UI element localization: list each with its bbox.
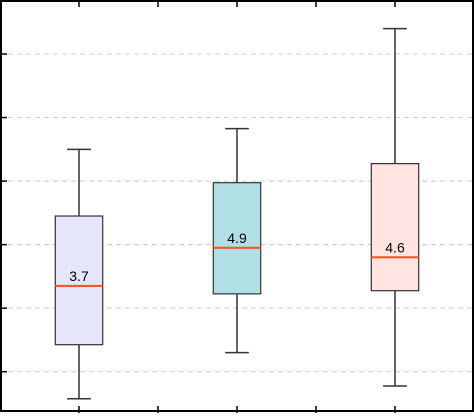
box-3: 4.6 xyxy=(370,27,420,387)
box-iqr xyxy=(370,163,420,292)
median-label: 4.6 xyxy=(385,239,405,255)
box-layer: 3.7 4.9 4.6 xyxy=(54,27,420,400)
median-label: 4.9 xyxy=(227,230,247,246)
box-1: 3.7 xyxy=(54,148,104,400)
box-2: 4.9 xyxy=(212,127,262,354)
median-label: 3.7 xyxy=(69,268,89,284)
box-iqr xyxy=(54,215,104,346)
box-iqr xyxy=(212,182,262,295)
